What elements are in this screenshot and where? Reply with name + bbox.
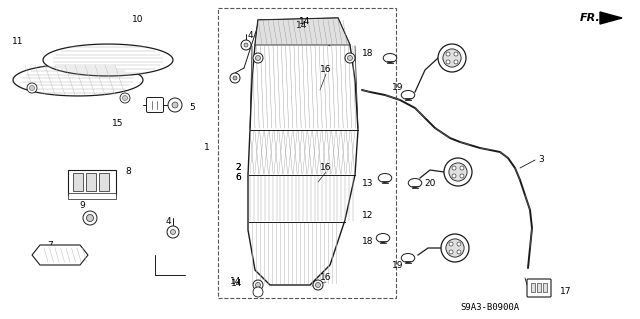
Circle shape [167, 226, 179, 238]
Bar [99, 173, 109, 191]
Circle shape [230, 73, 240, 83]
Circle shape [122, 95, 127, 100]
Text: 19: 19 [392, 84, 404, 93]
Circle shape [253, 287, 263, 297]
Circle shape [449, 242, 453, 246]
Circle shape [83, 211, 97, 225]
Circle shape [244, 43, 248, 47]
Text: 16: 16 [320, 164, 332, 173]
Text: 3: 3 [538, 154, 544, 164]
FancyBboxPatch shape [68, 170, 116, 195]
Text: 19: 19 [392, 261, 404, 270]
Text: 18: 18 [362, 238, 374, 247]
Text: S9A3-B0900A: S9A3-B0900A [460, 303, 520, 313]
Text: 9: 9 [79, 201, 85, 210]
Circle shape [444, 158, 472, 186]
Circle shape [460, 174, 464, 178]
Circle shape [443, 49, 461, 67]
Text: 12: 12 [362, 211, 374, 219]
Bar [531, 283, 535, 292]
Circle shape [446, 60, 450, 64]
Text: 13: 13 [362, 179, 374, 188]
Ellipse shape [401, 254, 415, 263]
Text: 4: 4 [247, 31, 253, 40]
FancyBboxPatch shape [527, 279, 551, 297]
Bar [68, 193, 116, 199]
Text: FR.: FR. [580, 13, 601, 23]
Circle shape [255, 56, 260, 61]
Circle shape [316, 283, 321, 287]
Circle shape [457, 242, 461, 246]
Text: 2: 2 [235, 164, 241, 173]
Circle shape [452, 174, 456, 178]
Circle shape [454, 60, 458, 64]
Circle shape [449, 250, 453, 254]
Circle shape [348, 56, 353, 61]
Bar [86, 173, 96, 191]
Text: 16: 16 [320, 273, 332, 283]
Polygon shape [600, 12, 622, 24]
Text: 7: 7 [47, 241, 53, 249]
Polygon shape [32, 245, 88, 265]
Circle shape [457, 250, 461, 254]
Circle shape [27, 83, 37, 93]
Text: 6: 6 [235, 174, 241, 182]
Text: 14: 14 [231, 279, 243, 288]
Text: 16: 16 [320, 65, 332, 75]
Circle shape [170, 229, 175, 234]
Circle shape [172, 102, 178, 108]
Bar [218, 8, 396, 298]
Circle shape [253, 280, 263, 290]
Circle shape [86, 214, 93, 221]
Text: 14: 14 [296, 20, 308, 29]
Text: 10: 10 [132, 16, 144, 25]
Text: 5: 5 [189, 103, 195, 113]
Bar [73, 173, 83, 191]
Circle shape [168, 98, 182, 112]
Circle shape [233, 76, 237, 80]
Text: 8: 8 [125, 167, 131, 176]
Circle shape [460, 166, 464, 170]
Circle shape [446, 52, 450, 56]
Text: 15: 15 [112, 118, 124, 128]
Text: 14: 14 [300, 18, 310, 26]
Polygon shape [43, 44, 173, 76]
Circle shape [449, 163, 467, 181]
Circle shape [454, 52, 458, 56]
Polygon shape [13, 64, 143, 96]
Bar [537, 283, 541, 292]
Text: 18: 18 [362, 48, 374, 57]
Text: 11: 11 [12, 38, 24, 47]
Ellipse shape [378, 174, 392, 182]
Circle shape [438, 44, 466, 72]
Text: 17: 17 [560, 287, 572, 296]
Ellipse shape [401, 91, 415, 100]
Text: 14: 14 [230, 278, 242, 286]
Text: 2: 2 [235, 164, 241, 173]
Circle shape [446, 239, 464, 257]
Circle shape [441, 234, 469, 262]
Text: 20: 20 [424, 179, 436, 188]
FancyBboxPatch shape [147, 98, 163, 113]
Circle shape [255, 283, 260, 287]
Text: 4: 4 [165, 218, 171, 226]
Ellipse shape [383, 54, 397, 63]
Circle shape [29, 85, 35, 91]
Circle shape [345, 53, 355, 63]
Text: 1: 1 [204, 144, 210, 152]
Circle shape [313, 280, 323, 290]
Bar [543, 283, 547, 292]
Circle shape [253, 53, 263, 63]
Circle shape [452, 166, 456, 170]
Ellipse shape [408, 179, 422, 188]
Ellipse shape [376, 234, 390, 242]
Circle shape [120, 93, 130, 103]
Polygon shape [248, 18, 358, 285]
Polygon shape [255, 18, 350, 45]
Text: 6: 6 [235, 174, 241, 182]
Circle shape [241, 40, 251, 50]
